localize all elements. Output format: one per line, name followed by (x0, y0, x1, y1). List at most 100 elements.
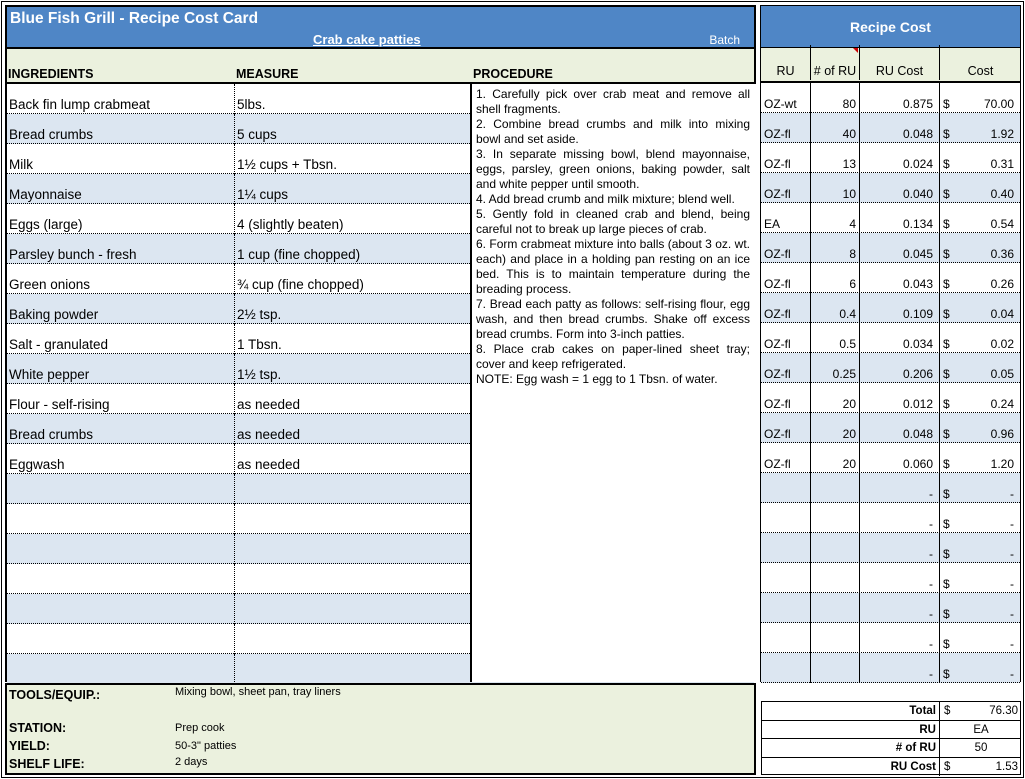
num-ru-cell[interactable]: 0.25 (810, 353, 859, 383)
ingredient-cell[interactable]: Flour - self-rising (9, 397, 110, 412)
measure-cell[interactable] (235, 504, 470, 534)
ru-cost-cell[interactable]: - (859, 623, 939, 653)
cost-cell[interactable]: $ - (939, 503, 1021, 533)
cost-cell[interactable]: $0.05 (939, 353, 1021, 383)
cost-cell[interactable]: $1.20 (939, 443, 1021, 473)
station-value[interactable]: Prep cook (175, 722, 225, 734)
num-ru-cell[interactable]: 0.4 (810, 293, 859, 323)
num-ru-cell[interactable]: 80 (810, 83, 859, 113)
cost-cell[interactable]: $0.54 (939, 203, 1021, 233)
num-ru-cell[interactable]: 20 (810, 443, 859, 473)
ru-cell[interactable]: OZ-fl (764, 337, 791, 351)
ru-cost-cell[interactable]: - (859, 593, 939, 623)
num-ru-cell[interactable]: 0.5 (810, 323, 859, 353)
measure-cell[interactable] (235, 534, 470, 564)
measure-cell[interactable] (235, 594, 470, 624)
num-ru-value[interactable]: 50 (974, 742, 988, 754)
ingredient-cell[interactable]: White pepper (9, 367, 90, 382)
ingredient-cell[interactable]: Eggwash (9, 457, 65, 472)
yield-value[interactable]: 50-3" patties (175, 740, 237, 752)
measure-cell[interactable] (235, 564, 470, 594)
ingredient-cell[interactable] (7, 474, 234, 504)
ru-cost-cell[interactable]: 0.048 (859, 113, 939, 143)
ru-cell[interactable] (761, 623, 810, 653)
measure-cell[interactable]: 1½ tsp. (237, 367, 282, 382)
ru-cost-cell[interactable]: 0.109 (859, 293, 939, 323)
measure-cell[interactable]: 4 (slightly beaten) (237, 217, 344, 232)
measure-cell[interactable]: 1½ cups + Tbsn. (237, 157, 337, 172)
cost-cell[interactable]: $ - (939, 653, 1021, 683)
ru-cost-cell[interactable]: 0.024 (859, 143, 939, 173)
ru-cost-cell[interactable]: - (859, 503, 939, 533)
ru-cell[interactable]: OZ-fl (764, 307, 791, 321)
tools-value[interactable]: Mixing bowl, sheet pan, tray liners (175, 686, 341, 698)
ru-cost-cell[interactable]: 0.060 (859, 443, 939, 473)
num-ru-cell[interactable]: 20 (810, 383, 859, 413)
cost-cell[interactable]: $0.40 (939, 173, 1021, 203)
cost-cell[interactable]: $ - (939, 563, 1021, 593)
ingredient-cell[interactable]: Mayonnaise (9, 187, 82, 202)
num-ru-cell[interactable] (810, 473, 859, 503)
ru-cell[interactable]: OZ-fl (764, 367, 791, 381)
ingredient-cell[interactable]: Bread crumbs (9, 427, 94, 442)
ru-cost-cell[interactable]: 0.134 (859, 203, 939, 233)
ingredient-cell[interactable] (7, 594, 234, 624)
measure-cell[interactable]: as needed (237, 457, 301, 472)
ru-cost-cell[interactable]: - (859, 563, 939, 593)
ru-cost-cell[interactable]: 0.045 (859, 233, 939, 263)
ru-cost-cell[interactable]: 0.012 (859, 383, 939, 413)
ru-cell[interactable] (761, 653, 810, 683)
ru-cell[interactable] (761, 473, 810, 503)
ru-cell[interactable]: EA (764, 217, 781, 231)
ru-cell[interactable]: OZ-fl (764, 277, 791, 291)
ru-cell[interactable] (761, 563, 810, 593)
ingredient-cell[interactable]: Eggs (large) (9, 217, 83, 232)
ru-cell[interactable] (761, 503, 810, 533)
measure-cell[interactable]: 1 cup (fine chopped) (237, 247, 361, 262)
ingredient-cell[interactable]: Back fin lump crabmeat (9, 97, 151, 112)
num-ru-cell[interactable] (810, 593, 859, 623)
measure-cell[interactable]: 2½ tsp. (237, 307, 282, 322)
measure-cell[interactable]: 1 Tbsn. (237, 337, 282, 352)
ingredient-cell[interactable] (7, 654, 234, 684)
ingredient-cell[interactable]: Parsley bunch - fresh (9, 247, 137, 262)
cost-cell[interactable]: $0.24 (939, 383, 1021, 413)
ru-cost-cell[interactable]: - (859, 533, 939, 563)
ru-cell[interactable]: OZ-fl (764, 457, 791, 471)
num-ru-cell[interactable]: 8 (810, 233, 859, 263)
measure-cell[interactable]: as needed (237, 397, 301, 412)
total-value[interactable]: $76.30 (940, 702, 1022, 720)
ru-cost-cell[interactable]: 0.043 (859, 263, 939, 293)
ru-cost-cell[interactable]: - (859, 473, 939, 503)
ru-cost-cell[interactable]: 0.206 (859, 353, 939, 383)
ingredient-cell[interactable]: Green onions (9, 277, 91, 292)
cost-cell[interactable]: $0.02 (939, 323, 1021, 353)
measure-cell[interactable] (235, 624, 470, 654)
cost-cell[interactable]: $0.36 (939, 233, 1021, 263)
ru-cell[interactable]: OZ-wt (764, 97, 797, 111)
num-ru-cell[interactable]: 13 (810, 143, 859, 173)
ru-cell[interactable] (761, 533, 810, 563)
ru-cell[interactable]: OZ-fl (764, 157, 791, 171)
measure-cell[interactable] (235, 654, 470, 684)
cost-cell[interactable]: $0.31 (939, 143, 1021, 173)
measure-cell[interactable]: ¾ cup (fine chopped) (237, 277, 364, 292)
num-ru-cell[interactable] (810, 623, 859, 653)
num-ru-cell[interactable] (810, 653, 859, 683)
num-ru-cell[interactable]: 20 (810, 413, 859, 443)
ru-value[interactable]: EA (973, 723, 989, 736)
recipe-name[interactable]: Crab cake patties (313, 32, 421, 47)
num-ru-cell[interactable]: 10 (810, 173, 859, 203)
ru-cost-value[interactable]: $1.53 (940, 758, 1022, 776)
ru-cell[interactable]: OZ-fl (764, 247, 791, 261)
ingredient-cell[interactable]: Baking powder (9, 307, 99, 322)
procedure-text[interactable]: 1. Carefully pick over crab meat and rem… (470, 84, 756, 682)
ingredient-cell[interactable]: Bread crumbs (9, 127, 94, 142)
ru-cost-cell[interactable]: 0.048 (859, 413, 939, 443)
ingredient-cell[interactable] (7, 564, 234, 594)
ingredient-cell[interactable] (7, 534, 234, 564)
ingredient-cell[interactable] (7, 504, 234, 534)
measure-cell[interactable]: 1¼ cups (237, 187, 289, 202)
cost-cell[interactable]: $70.00 (939, 83, 1021, 113)
ru-cost-cell[interactable]: 0.040 (859, 173, 939, 203)
